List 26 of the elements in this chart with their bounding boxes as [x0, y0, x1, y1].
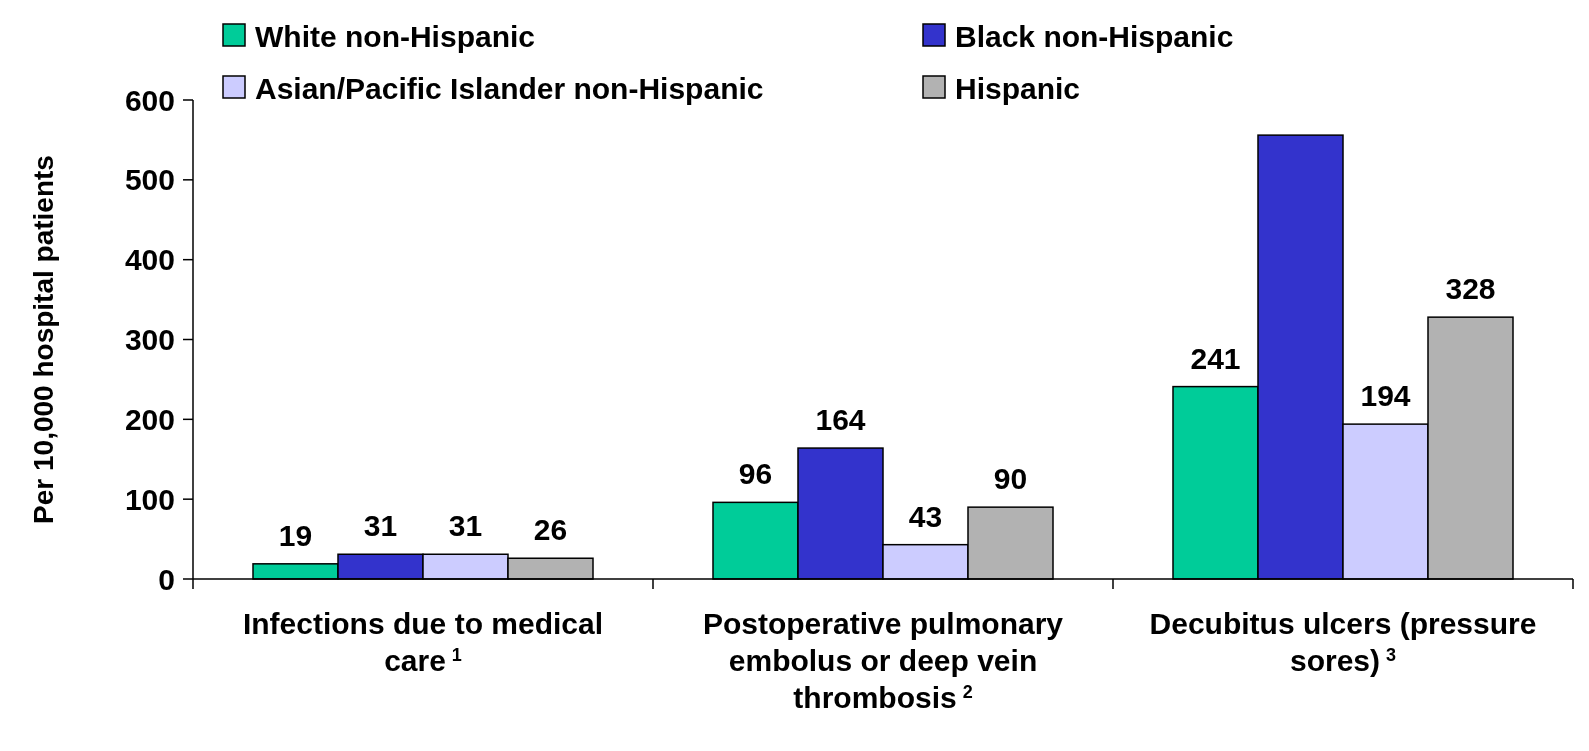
- y-tick-label: 0: [158, 562, 175, 596]
- legend-label: Black non-Hispanic: [955, 19, 1234, 53]
- y-axis-title: Per 10,000 hospital patients: [28, 155, 59, 524]
- y-tick-label: 500: [124, 163, 175, 197]
- y-tick-label: 200: [124, 402, 175, 436]
- y-tick-label: 400: [124, 243, 175, 277]
- data-label: 43: [908, 499, 943, 533]
- x-tick-label: Decubitus ulcers (pressure sores)$^{3}$: [1149, 607, 1537, 677]
- category-label: Infections due to medical care$^{1}$: [242, 607, 604, 677]
- data-label: 19: [278, 518, 313, 552]
- legend-label: White non-Hispanic: [255, 19, 535, 53]
- data-label: 194: [1360, 379, 1411, 413]
- data-label: 90: [993, 462, 1028, 496]
- data-label: 328: [1445, 272, 1496, 306]
- y-tick-label: 100: [124, 482, 175, 516]
- data-label: 31: [448, 509, 483, 543]
- data-label: 96: [738, 457, 773, 491]
- category-label: Postoperative pulmonary embolus or deep vein thrombosis$^{2}$: [702, 607, 1064, 714]
- data-label: 164: [815, 403, 866, 437]
- data-label: 26: [533, 513, 568, 547]
- y-tick-label: 600: [124, 83, 175, 117]
- data-label: 241: [1190, 341, 1241, 375]
- legend-label: Asian/Pacific Islander non-Hispanic: [255, 71, 764, 105]
- legend-label: Hispanic: [955, 71, 1081, 105]
- data-label: 31: [363, 509, 398, 543]
- y-tick-label: 300: [124, 323, 175, 356]
